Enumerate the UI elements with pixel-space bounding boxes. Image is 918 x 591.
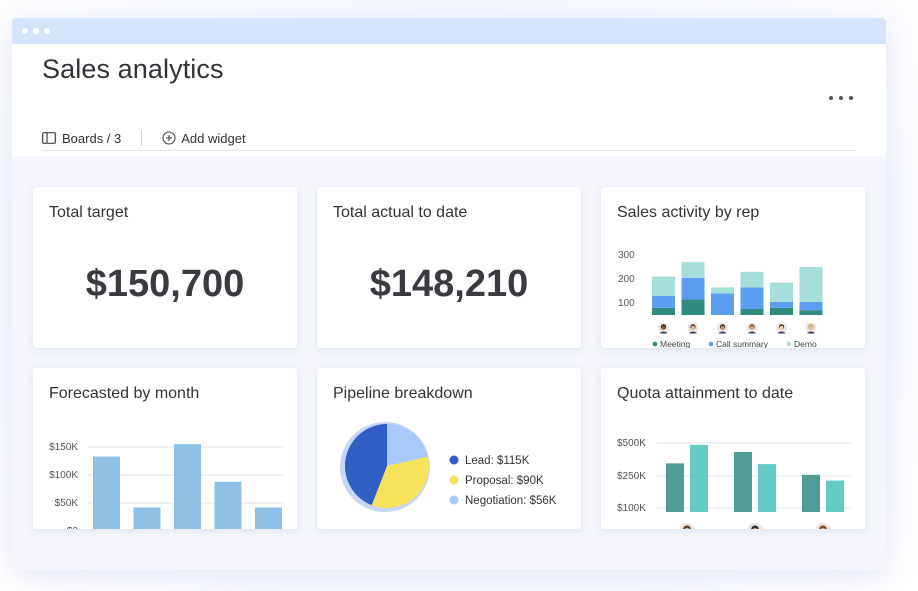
pipeline-card[interactable]: Pipeline breakdown Lead: $115K Proposal: …	[317, 368, 581, 529]
quota-bar	[690, 444, 708, 512]
activity-bar	[770, 307, 793, 315]
activity-bar	[740, 287, 764, 309]
forecast-bar	[133, 507, 161, 529]
activity-bar	[770, 301, 793, 308]
total-target-value: $150,700	[85, 263, 245, 305]
legend-dot	[708, 341, 714, 347]
legend-label: Lead: $115K	[465, 455, 530, 467]
more-options-button[interactable]	[828, 94, 854, 104]
card-title: Sales activity by rep	[617, 204, 760, 221]
total-actual-card[interactable]: Total actual to date $148,210	[317, 187, 581, 348]
toolbar-divider	[141, 130, 143, 146]
y-tick-label: $100K	[617, 503, 646, 514]
window-titlebar	[12, 18, 886, 44]
y-tick-label: $50K	[55, 498, 79, 509]
add-widget-button[interactable]: Add widget	[162, 130, 246, 146]
board-icon	[42, 132, 56, 144]
activity-bar	[681, 277, 705, 300]
activity-bar	[740, 309, 764, 315]
card-title: Pipeline breakdown	[333, 385, 473, 402]
quota-bar	[802, 474, 820, 512]
y-tick-label: $500K	[617, 438, 646, 449]
dashboard-header	[12, 44, 886, 156]
quota-chart: $500K $250K $100K	[617, 438, 851, 529]
activity-bar	[681, 299, 705, 315]
pie-slice	[371, 456, 429, 508]
activity-bar	[711, 293, 734, 315]
rep-avatar	[747, 523, 763, 529]
card-title: Total actual to date	[333, 204, 468, 221]
pie-slice	[387, 424, 428, 466]
total-target-card[interactable]: Total target $150,700	[33, 187, 297, 348]
legend-dot	[652, 341, 658, 347]
rep-avatar	[746, 322, 758, 334]
window-dot	[44, 28, 50, 34]
y-tick-label: 100	[618, 298, 635, 309]
quota-card[interactable]: Quota attainment to date $500K $250K $100K	[601, 368, 865, 529]
pie-slice	[345, 424, 387, 506]
rep-avatar	[687, 322, 699, 334]
pipeline-chart: Lead: $115K Proposal: $90K Negotiation: $5…	[340, 422, 557, 512]
activity-bar	[799, 267, 823, 302]
header-divider	[42, 150, 856, 151]
sales-activity-chart: 300 200 100 Meeting Call summary Demo	[618, 250, 823, 348]
sales-activity-card[interactable]: Sales activity by rep 300 200 100 Meeting Ca…	[601, 187, 865, 348]
forecast-card[interactable]: Forecasted by month $150K $100K $50K $0	[33, 368, 297, 529]
y-tick-label: $0	[67, 526, 79, 529]
activity-bar	[652, 276, 675, 296]
card-title: Total target	[49, 204, 129, 221]
legend-label: Meeting	[660, 339, 691, 348]
activity-bar	[740, 271, 764, 288]
legend-label: Demo	[794, 339, 817, 348]
forecast-bar	[214, 481, 242, 529]
y-tick-label: 200	[618, 274, 635, 285]
y-tick-label: 300	[618, 250, 635, 261]
legend-dot	[449, 475, 459, 485]
forecast-chart: $150K $100K $50K $0	[49, 442, 283, 529]
quota-bar	[758, 464, 776, 512]
dashboard-toolbar: Boards / 3 Add widget	[42, 130, 246, 146]
boards-button[interactable]: Boards / 3	[42, 131, 121, 146]
rep-avatar	[815, 523, 831, 529]
page-title: Sales analytics	[42, 54, 224, 84]
card-title: Quota attainment to date	[617, 385, 794, 402]
activity-bar	[652, 307, 675, 315]
rep-avatar	[805, 322, 817, 334]
legend-dot	[449, 495, 459, 505]
activity-bar	[770, 282, 793, 302]
y-tick-label: $150K	[49, 442, 78, 453]
boards-label: Boards / 3	[62, 130, 122, 146]
legend-label: Call summary	[716, 339, 769, 348]
y-tick-label: $100K	[49, 470, 78, 481]
activity-bar	[799, 310, 823, 315]
activity-bar	[681, 262, 705, 278]
card-title: Forecasted by month	[49, 385, 200, 402]
legend-label: Negotiation: $56K	[465, 495, 557, 507]
add-circle-icon	[162, 131, 176, 145]
forecast-bar	[255, 507, 282, 529]
legend-dot	[786, 341, 792, 347]
window-dot	[33, 28, 39, 34]
quota-bar	[734, 451, 752, 512]
forecast-bar	[93, 456, 120, 529]
window-dot	[22, 28, 28, 34]
forecast-bar	[174, 444, 201, 529]
total-actual-value: $148,210	[369, 263, 529, 305]
add-widget-label: Add widget	[181, 130, 246, 146]
rep-avatar	[658, 322, 669, 334]
rep-avatar	[717, 322, 728, 334]
activity-bar	[711, 287, 734, 294]
rep-avatar	[679, 523, 695, 529]
quota-bar	[826, 480, 844, 512]
quota-bar	[666, 463, 684, 512]
legend-label: Proposal: $90K	[465, 475, 544, 487]
activity-bar	[652, 295, 675, 308]
activity-bar	[799, 301, 823, 311]
app-window: Sales analytics Boards / 3 Add widget	[12, 18, 886, 570]
legend-dot	[449, 455, 459, 465]
rep-avatar	[776, 322, 787, 334]
y-tick-label: $250K	[617, 471, 646, 482]
